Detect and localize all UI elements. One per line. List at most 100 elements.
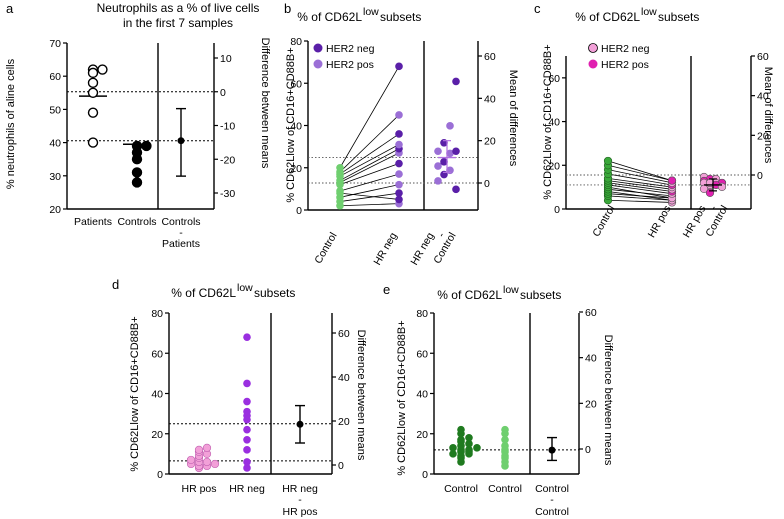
data-point xyxy=(449,450,457,458)
pair-line xyxy=(607,186,673,199)
panel-e-xtick-1: Control xyxy=(488,483,522,495)
data-point xyxy=(243,458,251,466)
panel-e-plot: 0 20 40 60 80 0 20 40 60 xyxy=(416,307,597,481)
y-tick-label: 40 xyxy=(49,138,61,150)
difference-point xyxy=(434,177,442,185)
panel-a-plot: 20 30 40 50 60 70 -30 -20 -10 0 10 xyxy=(49,38,235,216)
right-y-tick-label: 10 xyxy=(220,53,232,65)
data-point xyxy=(457,435,465,444)
y-tick-label: 40 xyxy=(416,389,428,401)
panel-e-xtick-0: Control xyxy=(444,483,478,495)
panel-c-label: c xyxy=(534,1,541,16)
legend-her2neg-marker xyxy=(313,43,323,53)
control-point xyxy=(336,187,344,195)
data-point xyxy=(473,444,481,452)
panel-b-title: % of CD62L xyxy=(297,10,362,24)
y-tick-label: 40 xyxy=(548,117,560,129)
data-point xyxy=(87,77,99,89)
paired-point xyxy=(395,195,403,204)
panel-e-label: e xyxy=(383,282,390,297)
panel-b-ylabel: % CD62Llow of CD16+CD88B+ xyxy=(285,47,297,202)
panel-b-xtick-2-line2: - xyxy=(435,230,447,239)
panel-e-title-sup: low xyxy=(503,284,519,296)
y-tick-label: 0 xyxy=(554,204,560,216)
panel-a-xtick-2-line3: Patients xyxy=(162,238,200,250)
paired-point xyxy=(395,189,403,197)
y-tick-label: 60 xyxy=(151,348,163,360)
panel-d-title: % of CD62L xyxy=(171,286,236,300)
data-point xyxy=(141,140,152,152)
panel-b-title-rest: subsets xyxy=(380,10,421,24)
data-point xyxy=(131,167,143,178)
panel-b-xtick-2-line1: HR neg xyxy=(408,230,436,267)
legend-her2neg-label: HER2 neg xyxy=(326,43,375,55)
panel-b: b % of CD62L low subsets % CD62Llow of C… xyxy=(284,1,519,267)
panel-a-title-line2: in the first 7 samples xyxy=(123,16,233,30)
right-y-tick-label: 40 xyxy=(338,372,350,384)
panel-d-xtick-1: HR neg xyxy=(229,483,265,495)
difference-point xyxy=(452,147,460,156)
difference-point xyxy=(446,122,454,130)
difference-point xyxy=(446,149,454,158)
right-y-tick-label: -20 xyxy=(220,154,235,166)
y-tick-label: 0 xyxy=(422,469,428,481)
paired-point xyxy=(395,130,403,138)
panel-d-title-rest: subsets xyxy=(254,286,295,300)
pair-line xyxy=(607,178,673,188)
panel-c: c % of CD62L low subsets % CD62Llow of C… xyxy=(534,1,774,240)
data-point xyxy=(194,445,204,454)
y-tick-label: 20 xyxy=(548,160,560,172)
y-tick-label: 30 xyxy=(49,171,61,183)
difference-point xyxy=(434,162,442,170)
right-y-tick-label: 0 xyxy=(484,178,490,190)
panel-c-right-ylabel: Mean of differences xyxy=(762,67,774,164)
data-point xyxy=(465,446,473,454)
panel-a-title-line1: Neutrophils as a % of live cells xyxy=(97,1,260,15)
data-point xyxy=(243,446,251,454)
panel-a-xtick-2-line2: - xyxy=(179,227,183,239)
pair-line xyxy=(607,160,673,181)
panel-d-right-ylabel: Difference between means xyxy=(355,330,367,461)
data-point xyxy=(465,440,473,448)
right-y-tick-label: 20 xyxy=(585,398,597,410)
data-point xyxy=(131,153,143,165)
pair-line xyxy=(607,191,673,201)
pair-line xyxy=(339,192,400,202)
pair-line xyxy=(339,133,400,175)
panel-a-label: a xyxy=(6,1,14,16)
paired-point xyxy=(395,62,403,71)
right-y-tick-label: 20 xyxy=(338,416,350,428)
y-tick-label: 60 xyxy=(290,78,302,90)
right-y-tick-label: 40 xyxy=(585,353,597,365)
pair-line xyxy=(607,182,673,192)
data-point xyxy=(243,435,251,444)
pair-line xyxy=(339,148,400,181)
right-y-tick-label: 0 xyxy=(220,87,226,99)
pair-line xyxy=(339,173,400,192)
panel-b-xtick-0: Control xyxy=(312,231,339,266)
panel-d-plot: 0 20 40 60 80 0 20 40 60 xyxy=(151,308,350,481)
pair-line xyxy=(339,203,400,207)
data-point xyxy=(243,464,251,472)
data-point xyxy=(465,433,473,442)
data-point xyxy=(243,379,251,388)
y-tick-label: 20 xyxy=(49,204,61,216)
panel-a: a Neutrophils as a % of live cells in th… xyxy=(5,1,271,250)
pair-line xyxy=(607,195,673,201)
data-point xyxy=(210,459,220,469)
right-y-tick-label: 60 xyxy=(757,51,769,63)
y-tick-label: 20 xyxy=(151,429,163,441)
difference-mean-point xyxy=(548,446,556,454)
panel-a-xtick-2-line1: Controls xyxy=(161,216,200,228)
panel-d-xtick-2-line1: HR neg xyxy=(282,483,318,495)
pair-line xyxy=(339,152,400,183)
right-y-tick-label: 0 xyxy=(585,444,591,456)
right-y-tick-label: -10 xyxy=(220,121,235,133)
y-tick-label: 20 xyxy=(416,429,428,441)
difference-mean-point xyxy=(177,137,185,145)
panel-e-xtick-2-line1: Control xyxy=(535,483,569,495)
y-tick-label: 40 xyxy=(151,389,163,401)
difference-mean-point xyxy=(296,420,304,428)
data-point xyxy=(87,107,99,118)
